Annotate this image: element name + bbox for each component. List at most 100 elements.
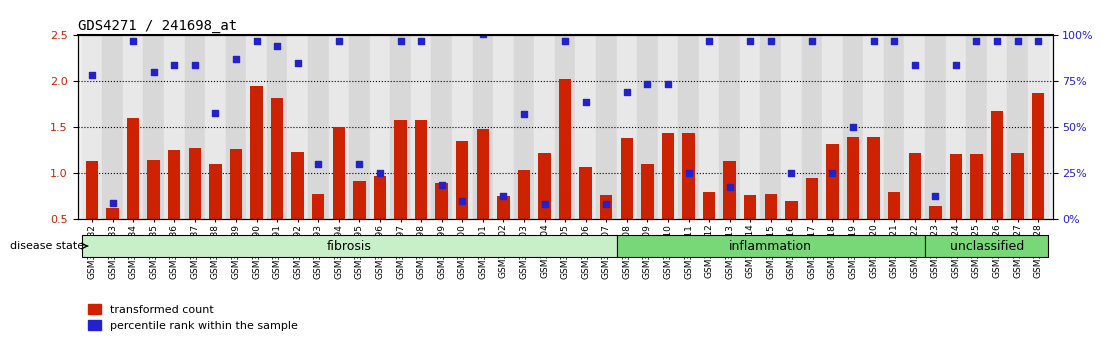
Bar <box>373 176 386 219</box>
Bar <box>843 35 863 219</box>
Bar <box>658 35 678 219</box>
Bar <box>1028 35 1048 219</box>
Point <box>268 44 286 49</box>
Bar <box>476 129 489 219</box>
Bar <box>143 35 164 219</box>
Bar <box>719 35 740 219</box>
Point <box>350 161 368 167</box>
Point <box>556 38 574 44</box>
Bar <box>164 35 185 219</box>
Bar <box>740 35 760 219</box>
Point <box>659 81 677 87</box>
Bar <box>185 35 205 219</box>
Point <box>453 198 471 204</box>
Point <box>823 171 841 176</box>
FancyBboxPatch shape <box>616 235 925 257</box>
Bar <box>699 35 719 219</box>
Bar <box>147 160 160 219</box>
Bar <box>349 35 370 219</box>
Point <box>577 99 595 104</box>
Bar <box>678 35 699 219</box>
Bar <box>205 35 226 219</box>
Bar <box>991 111 1003 219</box>
Bar <box>786 201 798 219</box>
Bar <box>616 35 637 219</box>
Point <box>700 38 718 44</box>
Point <box>433 182 451 187</box>
Bar <box>1007 35 1028 219</box>
Bar <box>538 153 551 219</box>
Point <box>248 38 266 44</box>
Bar <box>106 209 119 219</box>
Bar <box>575 35 596 219</box>
Point <box>947 62 965 68</box>
Bar <box>168 150 181 219</box>
FancyBboxPatch shape <box>82 235 616 257</box>
Point <box>844 125 862 130</box>
Bar <box>517 170 530 219</box>
Bar <box>909 153 921 219</box>
Bar <box>534 35 555 219</box>
Bar <box>472 35 493 219</box>
Point <box>638 81 656 87</box>
Point <box>330 38 348 44</box>
Bar <box>925 35 945 219</box>
Bar <box>950 154 962 219</box>
Point <box>83 72 101 78</box>
Text: disease state: disease state <box>10 241 84 251</box>
Point <box>618 90 636 95</box>
Bar <box>760 35 781 219</box>
Bar <box>127 118 140 219</box>
Bar <box>414 120 428 219</box>
Bar <box>637 35 658 219</box>
Bar <box>971 154 983 219</box>
Bar <box>802 35 822 219</box>
Point <box>391 38 409 44</box>
Point <box>104 200 122 206</box>
Point <box>124 38 142 44</box>
Bar <box>308 35 328 219</box>
Point <box>864 38 882 44</box>
Bar <box>781 35 802 219</box>
Point <box>679 171 697 176</box>
Bar <box>888 192 901 219</box>
Bar <box>332 127 345 219</box>
Bar <box>229 149 243 219</box>
Point <box>597 201 615 207</box>
Point <box>803 38 821 44</box>
Bar <box>188 148 201 219</box>
Bar <box>683 133 695 219</box>
Bar <box>271 98 284 219</box>
Bar <box>987 35 1007 219</box>
Bar <box>702 192 716 219</box>
Point <box>906 62 924 68</box>
Bar <box>312 194 325 219</box>
Bar <box>884 35 904 219</box>
Point <box>206 110 224 115</box>
Bar <box>863 35 884 219</box>
Bar <box>558 79 572 219</box>
Point <box>494 194 512 199</box>
Point <box>782 171 800 176</box>
Bar <box>806 178 818 219</box>
Point <box>741 38 759 44</box>
Point <box>309 161 327 167</box>
Bar <box>945 35 966 219</box>
Point <box>165 62 183 68</box>
Legend: transformed count, percentile rank within the sample: transformed count, percentile rank withi… <box>83 299 302 335</box>
Point <box>885 38 903 44</box>
Bar <box>82 35 102 219</box>
Bar <box>1032 93 1045 219</box>
Point <box>988 38 1006 44</box>
Bar <box>267 35 287 219</box>
Bar <box>620 138 633 219</box>
Bar <box>930 206 942 219</box>
Bar <box>287 35 308 219</box>
Bar <box>497 196 510 219</box>
Bar <box>85 161 99 219</box>
Point <box>412 38 430 44</box>
Text: unclassified: unclassified <box>950 240 1024 252</box>
Bar <box>291 152 304 219</box>
Bar <box>394 120 407 219</box>
Bar <box>661 133 674 219</box>
